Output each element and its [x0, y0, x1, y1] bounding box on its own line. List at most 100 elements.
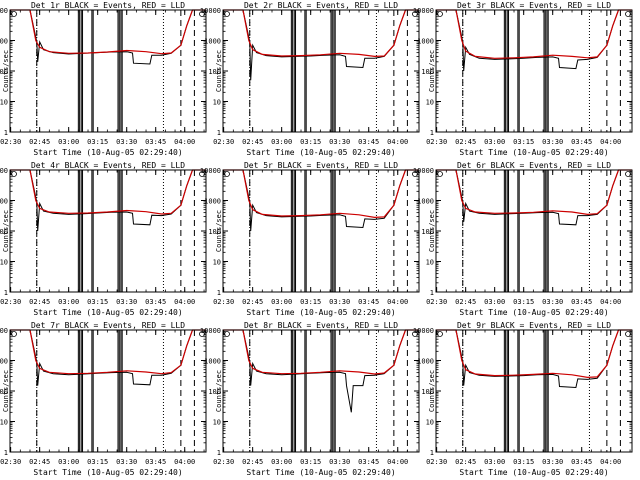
y-tick-label: 10000: [200, 167, 221, 175]
corner-marker: [437, 11, 443, 17]
x-tick-label: 02:45: [29, 138, 50, 146]
series-line-lld: [223, 329, 419, 375]
y-tick-label: 1000: [204, 38, 221, 46]
y-tick-label: 1: [217, 289, 221, 297]
y-axis-title: Counts/sec: [2, 370, 10, 412]
x-tick-label: 02:30: [213, 458, 234, 466]
x-tick-label: 03:45: [358, 458, 379, 466]
x-tick-label: 02:30: [0, 138, 21, 146]
series-line-lld: [436, 9, 632, 59]
x-tick-label: 02:30: [426, 138, 447, 146]
x-axis-title: Start Time (10-Aug-05 02:29:40): [246, 308, 395, 317]
chart-title: Det 5r BLACK = Events, RED = LLD: [244, 161, 398, 170]
chart-title: Det 8r BLACK = Events, RED = LLD: [244, 321, 398, 330]
series-line-lld: [10, 9, 206, 55]
corner-marker: [437, 171, 443, 177]
x-tick-label: 03:00: [484, 458, 505, 466]
x-tick-label: 03:15: [513, 458, 534, 466]
y-tick-label: 100: [421, 228, 434, 236]
y-tick-label: 100: [208, 388, 221, 396]
y-tick-label: 10: [0, 99, 8, 107]
x-tick-label: 03:45: [145, 458, 166, 466]
y-tick-label: 10000: [413, 7, 434, 15]
x-tick-label: 03:45: [145, 138, 166, 146]
x-tick-label: 03:45: [571, 298, 592, 306]
chart-panel-1: Det 1r BLACK = Events, RED = LLD Counts/s…: [0, 1, 207, 157]
y-tick-label: 10: [213, 259, 221, 267]
corner-marker: [11, 171, 17, 177]
y-tick-label: 1: [430, 449, 434, 457]
y-tick-label: 10: [426, 99, 434, 107]
x-tick-label: 02:45: [455, 458, 476, 466]
chart-title: Det 3r BLACK = Events, RED = LLD: [457, 1, 611, 10]
x-axis-title: Start Time (10-Aug-05 02:29:40): [246, 468, 395, 477]
x-tick-label: 03:15: [300, 138, 321, 146]
series-line-events: [436, 9, 632, 72]
x-tick-label: 02:45: [242, 458, 263, 466]
y-axis-title: Counts/sec: [215, 210, 223, 252]
series-line-events: [436, 169, 632, 226]
plot-frame: [435, 9, 633, 133]
x-tick-label: 04:00: [600, 138, 621, 146]
x-tick-label: 03:00: [271, 458, 292, 466]
plot-frame: [222, 9, 420, 133]
y-tick-label: 100: [0, 228, 8, 236]
plot-frame: [9, 9, 207, 133]
y-tick-label: 1: [217, 129, 221, 137]
x-tick-label: 03:00: [58, 138, 79, 146]
y-tick-label: 1: [217, 449, 221, 457]
corner-marker: [224, 11, 230, 17]
x-tick-label: 04:00: [600, 298, 621, 306]
corner-marker: [625, 331, 631, 337]
x-tick-label: 02:45: [455, 138, 476, 146]
y-tick-label: 1000: [417, 198, 434, 206]
plot-frame: [9, 169, 207, 293]
x-tick-label: 03:00: [271, 138, 292, 146]
plot-frame: [222, 169, 420, 293]
series-line-events: [10, 329, 206, 386]
x-tick-label: 03:45: [571, 138, 592, 146]
x-tick-label: 03:15: [87, 298, 108, 306]
y-tick-label: 1000: [417, 38, 434, 46]
x-tick-label: 03:45: [358, 298, 379, 306]
chart-panel-3: Det 3r BLACK = Events, RED = LLD Counts/s…: [413, 1, 633, 157]
x-tick-label: 03:00: [484, 298, 505, 306]
plot-frame: [435, 169, 633, 293]
chart-title: Det 9r BLACK = Events, RED = LLD: [457, 321, 611, 330]
y-tick-label: 10: [213, 419, 221, 427]
y-tick-label: 1000: [204, 198, 221, 206]
x-tick-label: 04:00: [387, 298, 408, 306]
y-tick-label: 1000: [417, 358, 434, 366]
y-axis-title: Counts/sec: [2, 50, 10, 92]
y-tick-label: 1: [4, 289, 8, 297]
corner-marker: [11, 331, 17, 337]
corner-marker: [625, 171, 631, 177]
chart-panel-9: Det 9r BLACK = Events, RED = LLD Counts/s…: [413, 321, 633, 477]
x-tick-label: 03:45: [358, 138, 379, 146]
x-tick-label: 04:00: [174, 298, 195, 306]
chart-title: Det 2r BLACK = Events, RED = LLD: [244, 1, 398, 10]
x-tick-label: 03:30: [542, 138, 563, 146]
y-tick-label: 1: [4, 129, 8, 137]
corner-marker: [412, 11, 418, 17]
corner-marker: [11, 11, 17, 17]
y-tick-label: 1000: [0, 198, 8, 206]
chart-title: Det 1r BLACK = Events, RED = LLD: [31, 1, 185, 10]
chart-panel-8: Det 8r BLACK = Events, RED = LLD Counts/s…: [200, 321, 420, 477]
y-tick-label: 1000: [204, 358, 221, 366]
y-tick-label: 100: [421, 68, 434, 76]
series-line-events: [10, 169, 206, 232]
series-line-events: [10, 9, 206, 65]
y-tick-label: 10000: [0, 167, 8, 175]
x-axis-title: Start Time (10-Aug-05 02:29:40): [459, 468, 608, 477]
x-tick-label: 02:30: [0, 298, 21, 306]
y-tick-label: 100: [208, 68, 221, 76]
series-line-events: [223, 169, 419, 232]
chart-title: Det 6r BLACK = Events, RED = LLD: [457, 161, 611, 170]
corner-marker: [412, 331, 418, 337]
x-axis-title: Start Time (10-Aug-05 02:29:40): [459, 148, 608, 157]
x-tick-label: 02:30: [0, 458, 21, 466]
x-tick-label: 02:45: [29, 458, 50, 466]
corner-marker: [224, 171, 230, 177]
